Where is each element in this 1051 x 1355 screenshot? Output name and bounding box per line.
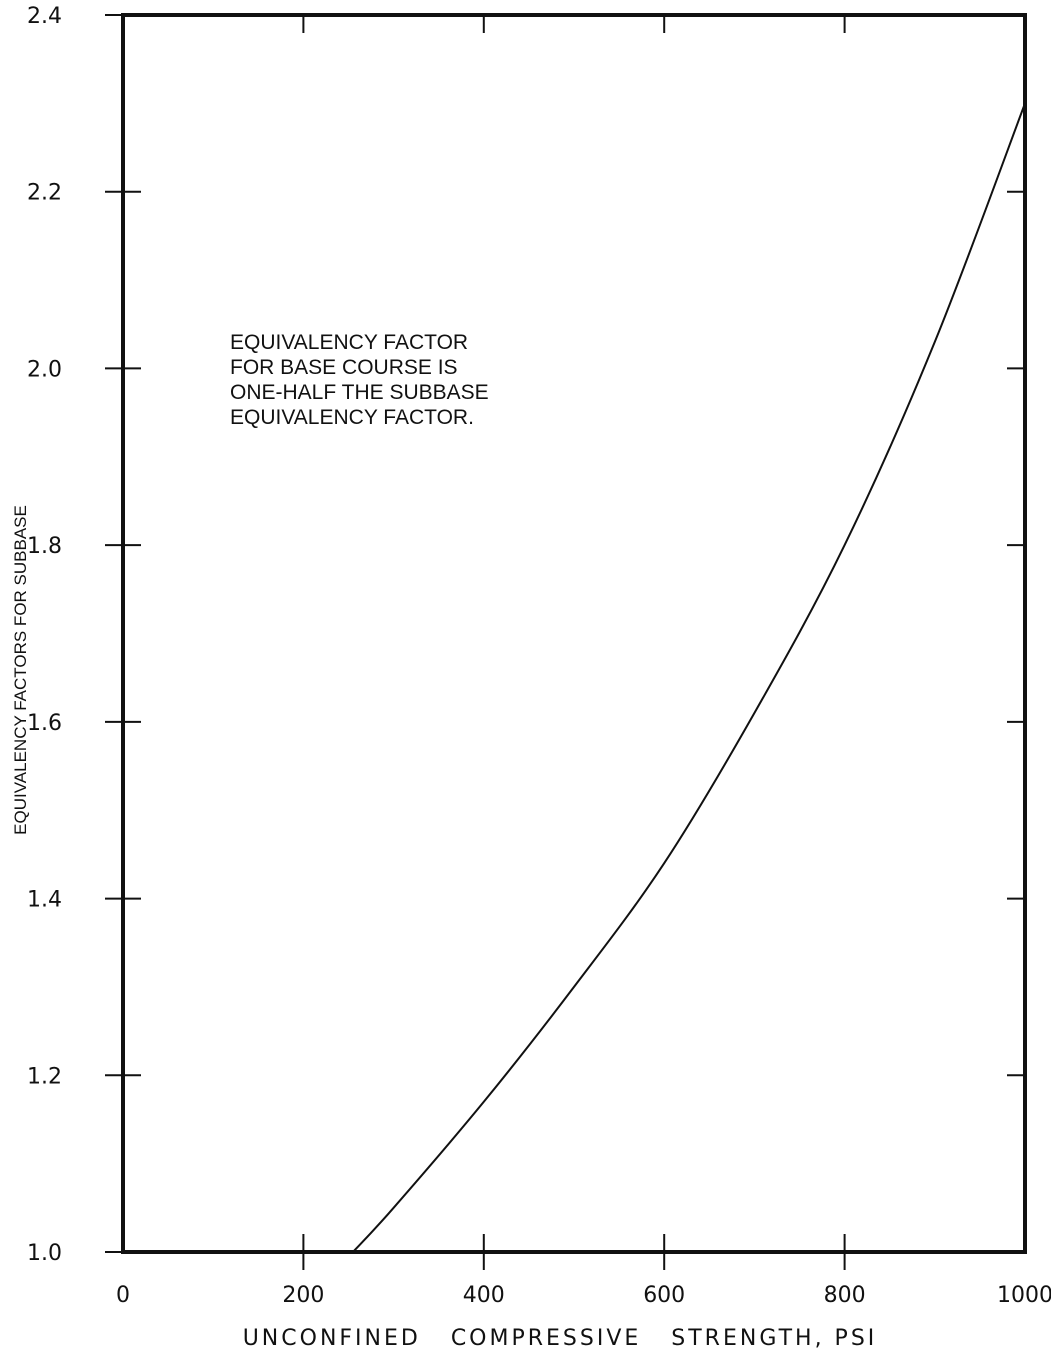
- x-tick-label: 1000: [997, 1283, 1051, 1308]
- x-tick-label: 400: [463, 1283, 505, 1308]
- y-tick-label: 1.6: [27, 711, 62, 736]
- plot-frame: [121, 13, 1027, 1254]
- y-tick-label: 1.0: [27, 1241, 62, 1266]
- x-tick-labels: 0 200 400 600 800 1000: [116, 1283, 1051, 1308]
- annotation-line: FOR BASE COURSE IS: [230, 356, 458, 379]
- x-tick-label: 600: [643, 1283, 685, 1308]
- annotation-line: EQUIVALENCY FACTOR.: [230, 406, 474, 429]
- y-tick-label: 2.2: [27, 181, 62, 206]
- ticks: [105, 14, 1025, 1270]
- y-tick-label: 2.0: [27, 357, 62, 382]
- y-tick-label: 2.4: [27, 4, 62, 29]
- x-tick-label: 200: [282, 1283, 324, 1308]
- y-tick-label: 1.8: [27, 534, 62, 559]
- y-tick-labels: 1.0 1.2 1.4 1.6 1.8 2.0 2.2 2.4: [27, 4, 62, 1266]
- x-axis-label: UNCONFINED COMPRESSIVE STRENGTH, PSI: [243, 1326, 878, 1351]
- x-tick-label: 0: [116, 1283, 130, 1308]
- x-tick-label: 800: [824, 1283, 866, 1308]
- annotation-note: EQUIVALENCY FACTOR FOR BASE COURSE IS ONE-…: [230, 331, 489, 429]
- series-line: [352, 103, 1026, 1253]
- y-axis-label: EQUIVALENCY FACTORS FOR SUBBASE: [11, 505, 30, 835]
- y-tick-label: 1.2: [27, 1064, 62, 1089]
- y-tick-label: 1.4: [27, 888, 62, 913]
- annotation-line: ONE-HALF THE SUBBASE: [230, 381, 489, 404]
- annotation-line: EQUIVALENCY FACTOR: [230, 331, 468, 354]
